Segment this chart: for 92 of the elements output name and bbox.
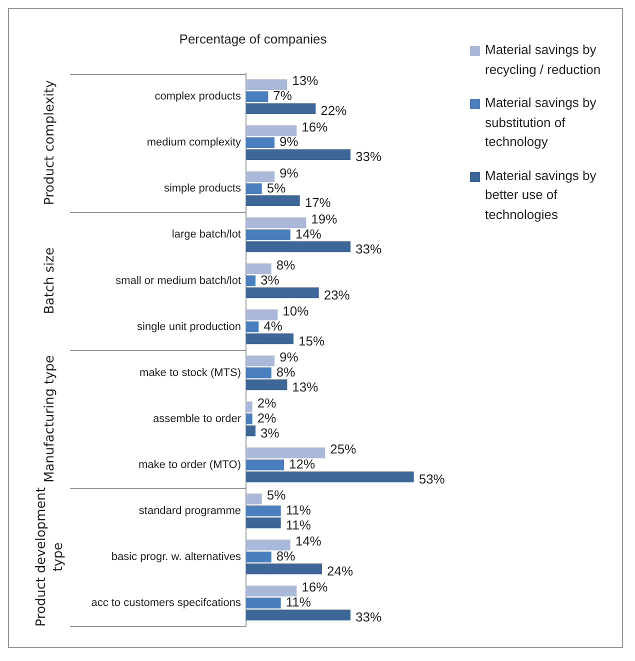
text: Manufacturing type (42, 355, 58, 483)
data-label: 7% (273, 88, 292, 104)
bar (246, 229, 290, 240)
data-label: 10% (282, 303, 310, 318)
bar (246, 195, 300, 206)
legend-label: Material savings by recycling / reduction (485, 41, 602, 79)
data-label: 2% (257, 410, 277, 426)
bar (246, 333, 294, 344)
data-label: 13% (292, 379, 319, 394)
y-tick-label: single unit production (137, 320, 241, 333)
data-label: 13% (292, 73, 319, 88)
data-label: 5% (266, 180, 286, 196)
data-label: 33% (356, 149, 382, 164)
bar (246, 610, 350, 620)
legend-label: Material savings by better use of technologies (485, 166, 598, 224)
bar (246, 171, 274, 182)
data-label: 8% (276, 364, 296, 380)
bar (246, 287, 319, 298)
chart-title: Percentage of companies (179, 31, 328, 46)
bar (246, 355, 274, 366)
bar (246, 321, 259, 332)
text: Batch size (42, 247, 58, 314)
data-label: 15% (298, 333, 325, 348)
bar (246, 401, 252, 412)
bar (246, 149, 350, 160)
bar (246, 413, 252, 424)
data-label: 14% (295, 534, 322, 549)
y-tick-label: complex products (154, 90, 242, 103)
y-tick-label: simple products (164, 182, 242, 195)
data-label: 23% (324, 287, 350, 302)
data-label: 16% (302, 580, 328, 595)
bar (246, 241, 350, 252)
data-label: 33% (356, 241, 382, 256)
data-label: 8% (276, 548, 296, 564)
bar (246, 494, 262, 504)
data-label: 24% (327, 563, 354, 578)
data-label: 33% (356, 610, 382, 625)
data-label: 11% (286, 502, 312, 518)
bar (246, 448, 326, 458)
data-label: 9% (280, 349, 299, 364)
data-label: 3% (260, 425, 280, 440)
data-label: 9% (280, 165, 299, 180)
bar (246, 263, 272, 274)
bar (246, 91, 268, 102)
data-label: 16% (302, 119, 328, 134)
y-tick-label: large batch/lot (172, 228, 241, 241)
data-label: 53% (418, 471, 446, 486)
data-label: 2% (257, 395, 277, 410)
bar (246, 103, 316, 114)
y-tick-label: make to order (MTO) (138, 458, 241, 471)
bar (246, 471, 414, 482)
y-tick-label: standard programme (138, 504, 241, 517)
data-label: 25% (330, 441, 357, 456)
data-label: 5% (266, 488, 286, 503)
bar (246, 137, 274, 148)
data-label: 14% (295, 226, 322, 242)
y-tick-label: make to stock (MTS) (140, 366, 241, 379)
bar (246, 460, 284, 470)
data-label: 11% (286, 594, 312, 610)
bar (246, 540, 290, 550)
data-label: 22% (320, 103, 348, 118)
bar (246, 425, 256, 436)
bar (246, 379, 288, 390)
text: Product development type (34, 487, 66, 627)
bar (246, 309, 278, 320)
y-tick-label: small or medium batch/lot (116, 274, 241, 287)
legend-label: Material savings by substitution of technology (485, 94, 598, 151)
text: Product complexity (42, 80, 58, 206)
y-tick-label: assemble to order (152, 412, 242, 425)
bar (246, 586, 297, 596)
bar (246, 217, 306, 228)
bar (246, 506, 281, 516)
y-tick-label: medium complexity (146, 136, 242, 149)
data-label: 19% (311, 211, 338, 226)
data-label: 4% (264, 318, 283, 334)
data-label: 8% (276, 257, 296, 272)
data-label: 11% (286, 517, 312, 532)
bar (246, 79, 288, 90)
y-tick-label: acc to customers specifcations (91, 597, 242, 610)
y-tick-label: basic progr. w. alternatives (111, 550, 242, 563)
bar (246, 598, 281, 608)
data-label: 17% (304, 195, 332, 210)
data-label: 9% (280, 134, 299, 150)
bar (246, 564, 322, 574)
data-label: 12% (289, 456, 316, 472)
bar (246, 552, 272, 562)
bar (246, 183, 262, 194)
bar (246, 125, 297, 136)
bar (246, 518, 281, 528)
bar (246, 367, 272, 378)
data-label: 3% (260, 272, 280, 288)
bar (246, 275, 256, 286)
